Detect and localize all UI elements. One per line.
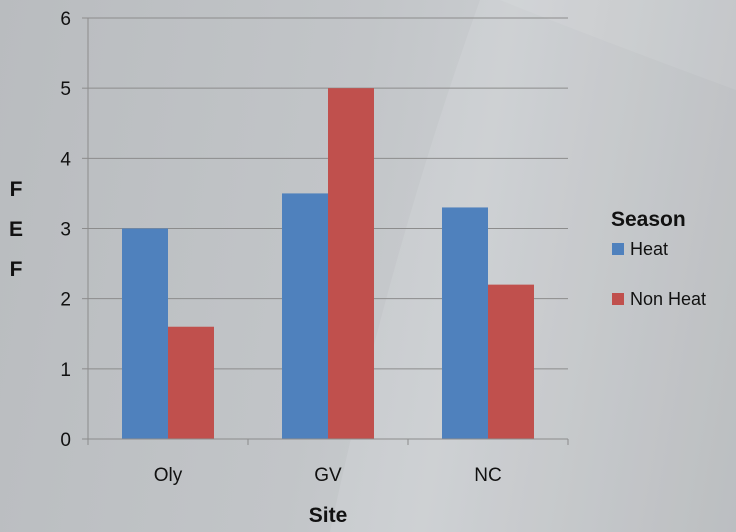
bar-non-heat-gv xyxy=(328,88,374,440)
bar-heat-gv xyxy=(282,193,328,439)
y-tick-label: 6 xyxy=(60,9,71,30)
y-axis-title-letter: F xyxy=(10,178,23,201)
legend-label: Non Heat xyxy=(630,289,706,309)
bar-heat-oly xyxy=(122,228,168,439)
y-tick-label: 0 xyxy=(60,430,71,451)
x-tick-label: Oly xyxy=(154,465,183,486)
y-axis-title: FEF xyxy=(9,178,23,281)
y-tick-label: 1 xyxy=(60,360,71,381)
legend: Season Heat Non Heat xyxy=(611,208,706,309)
axes xyxy=(87,18,569,445)
y-axis-title-letter: F xyxy=(10,258,23,281)
y-tick-labels: 0 1 2 3 4 5 6 xyxy=(60,9,71,451)
x-tick-label: GV xyxy=(314,465,342,486)
legend-swatch-non-heat xyxy=(612,293,624,305)
legend-swatch-heat xyxy=(612,243,624,255)
legend-label: Heat xyxy=(630,239,668,259)
legend-title: Season xyxy=(611,208,686,231)
x-tick-labels: Oly GV NC xyxy=(154,465,502,486)
y-tick-label: 2 xyxy=(60,290,71,311)
y-axis-title-letter: E xyxy=(9,218,23,241)
bars xyxy=(122,88,534,440)
bar-non-heat-oly xyxy=(168,326,214,439)
bar-non-heat-nc xyxy=(488,284,534,439)
y-tick-label: 4 xyxy=(60,149,71,170)
x-axis-title: Site xyxy=(309,504,348,527)
x-tick-label: NC xyxy=(474,465,501,486)
bar-heat-nc xyxy=(442,207,488,439)
y-tick-label: 5 xyxy=(60,79,71,100)
y-tick-label: 3 xyxy=(60,220,71,241)
